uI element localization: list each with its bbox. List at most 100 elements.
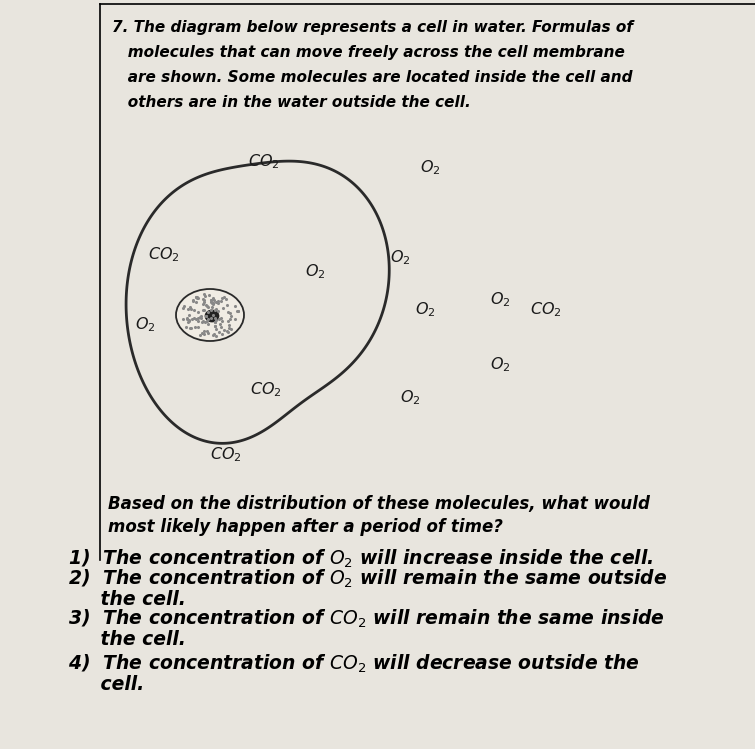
Point: [203, 289, 215, 301]
Point: [202, 327, 214, 339]
Point: [192, 312, 204, 324]
Text: the cell.: the cell.: [68, 590, 186, 609]
Point: [197, 315, 209, 327]
Point: [208, 327, 220, 339]
Point: [221, 325, 233, 337]
Text: 2)  The concentration of $\mathit{O_2}$ will remain the same outside: 2) The concentration of $\mathit{O_2}$ w…: [68, 568, 667, 590]
Point: [217, 328, 229, 340]
Text: Based on the distribution of these molecules, what would: Based on the distribution of these molec…: [108, 495, 650, 513]
Point: [214, 294, 226, 306]
Point: [199, 316, 211, 328]
Point: [199, 288, 211, 300]
Point: [229, 312, 241, 324]
Point: [196, 327, 208, 339]
Point: [201, 315, 213, 327]
Text: $\mathit{O_2}$: $\mathit{O_2}$: [135, 315, 156, 334]
Point: [210, 303, 222, 315]
Point: [196, 312, 208, 324]
Point: [209, 312, 221, 324]
Point: [222, 306, 234, 318]
Point: [208, 294, 220, 306]
Text: $\mathit{CO_2}$: $\mathit{CO_2}$: [530, 300, 562, 319]
Text: most likely happen after a period of time?: most likely happen after a period of tim…: [108, 518, 503, 536]
Point: [201, 325, 213, 337]
Point: [197, 297, 209, 309]
Point: [212, 294, 224, 306]
Point: [216, 315, 228, 327]
Point: [190, 291, 202, 303]
Point: [183, 315, 196, 327]
Point: [223, 319, 235, 331]
Point: [190, 313, 202, 325]
Point: [186, 313, 198, 325]
Point: [177, 313, 190, 325]
Text: $\mathit{O_2}$: $\mathit{O_2}$: [400, 389, 421, 407]
Point: [213, 326, 225, 338]
Point: [208, 298, 220, 310]
Point: [178, 300, 190, 312]
Point: [205, 304, 217, 316]
Point: [225, 310, 237, 322]
Point: [214, 321, 226, 333]
Point: [208, 292, 220, 304]
Point: [187, 295, 199, 307]
Point: [194, 330, 206, 342]
Point: [217, 291, 230, 303]
Point: [197, 304, 209, 316]
Point: [205, 294, 217, 306]
Point: [209, 321, 221, 333]
Text: the cell.: the cell.: [68, 630, 186, 649]
Point: [190, 296, 202, 308]
Point: [199, 290, 211, 302]
Point: [192, 321, 204, 333]
Text: $\mathit{O_2}$: $\mathit{O_2}$: [305, 263, 325, 282]
Point: [224, 324, 236, 336]
Point: [190, 321, 202, 333]
Point: [211, 305, 223, 317]
Point: [185, 323, 197, 335]
Point: [183, 314, 195, 326]
Point: [192, 306, 204, 318]
Text: $\mathit{O_2}$: $\mathit{O_2}$: [490, 291, 510, 309]
Point: [213, 313, 225, 325]
Point: [192, 292, 204, 304]
Point: [229, 300, 241, 312]
Point: [208, 309, 220, 321]
Point: [207, 329, 219, 341]
Text: $\mathit{CO_2}$: $\mathit{CO_2}$: [250, 380, 282, 399]
Point: [205, 297, 217, 309]
Point: [193, 312, 205, 324]
Point: [196, 315, 208, 327]
Text: others are in the water outside the cell.: others are in the water outside the cell…: [112, 95, 471, 110]
Text: $\mathit{CO_2}$: $\mathit{CO_2}$: [210, 446, 242, 464]
Text: $\mathit{CO_2}$: $\mathit{CO_2}$: [148, 246, 180, 264]
Point: [224, 313, 236, 325]
Text: $\mathit{O_2}$: $\mathit{O_2}$: [390, 249, 411, 267]
Point: [218, 324, 230, 336]
Point: [191, 292, 203, 304]
Point: [231, 305, 243, 317]
Text: 4)  The concentration of $\mathit{CO_2}$ will decrease outside the: 4) The concentration of $\mathit{CO_2}$ …: [68, 653, 639, 676]
Point: [198, 294, 210, 306]
Point: [198, 326, 210, 338]
Point: [211, 314, 223, 326]
Point: [188, 312, 200, 324]
Point: [209, 323, 221, 335]
Point: [223, 315, 235, 327]
Point: [190, 291, 202, 303]
Point: [222, 326, 234, 338]
Point: [184, 301, 196, 313]
Point: [185, 303, 197, 315]
Point: [209, 320, 221, 332]
Point: [195, 310, 207, 322]
Text: 1)  The concentration of $\mathit{O_2}$ will increase inside the cell.: 1) The concentration of $\mathit{O_2}$ w…: [68, 548, 654, 570]
Point: [180, 321, 193, 333]
Point: [199, 310, 211, 322]
Point: [209, 304, 221, 316]
Text: 7. The diagram below represents a cell in water. Formulas of: 7. The diagram below represents a cell i…: [112, 20, 633, 35]
Point: [202, 301, 214, 313]
Point: [232, 305, 244, 317]
Point: [217, 303, 230, 315]
Point: [196, 293, 208, 305]
Text: $\mathit{O_2}$: $\mathit{O_2}$: [490, 356, 510, 374]
